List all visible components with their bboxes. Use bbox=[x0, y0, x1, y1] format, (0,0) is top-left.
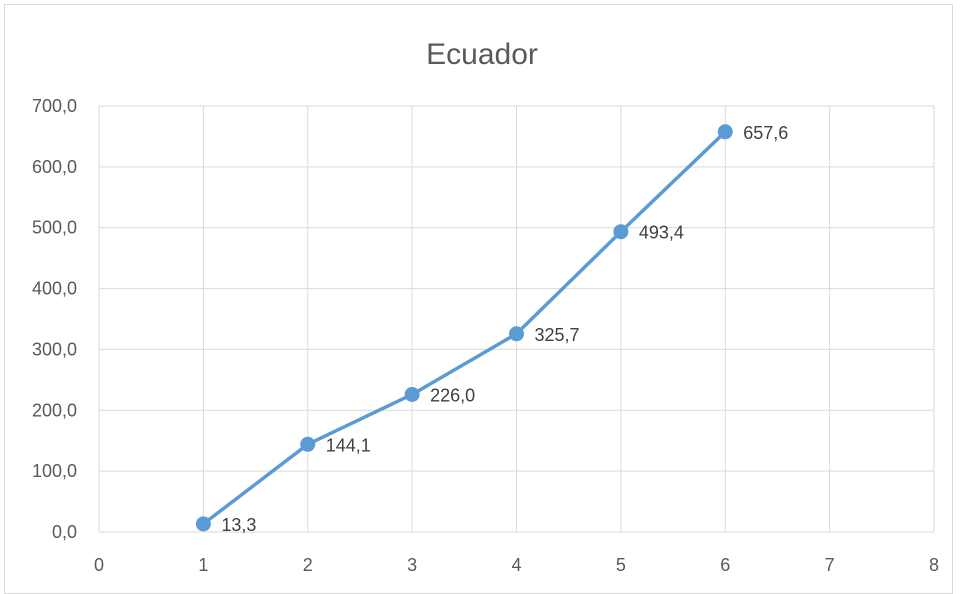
series-group: 13,3 144,1 226,0 325,7 493,4 657,6 bbox=[195, 123, 788, 535]
x-tick-label: 6 bbox=[720, 555, 730, 575]
y-tick-label: 700,0 bbox=[32, 96, 77, 116]
chart-title: Ecuador bbox=[426, 38, 538, 71]
data-point bbox=[404, 386, 420, 402]
x-tick-label: 2 bbox=[303, 555, 313, 575]
x-tick-label: 0 bbox=[94, 555, 104, 575]
x-tick-label: 7 bbox=[825, 555, 835, 575]
data-point bbox=[717, 124, 733, 140]
data-label: 13,3 bbox=[221, 515, 256, 535]
y-tick-label: 300,0 bbox=[32, 339, 77, 359]
x-tick-label: 5 bbox=[616, 555, 626, 575]
x-tick-label: 3 bbox=[407, 555, 417, 575]
data-point bbox=[300, 436, 316, 452]
x-tick-label: 8 bbox=[929, 555, 939, 575]
data-label: 226,0 bbox=[430, 385, 475, 405]
x-tick-label: 4 bbox=[511, 555, 521, 575]
x-tick-labels: 0 1 2 3 4 5 6 7 8 bbox=[94, 555, 939, 575]
y-tick-label: 500,0 bbox=[32, 218, 77, 238]
data-point bbox=[509, 326, 524, 342]
y-tick-label: 100,0 bbox=[32, 461, 77, 481]
y-tick-label: 200,0 bbox=[32, 400, 77, 420]
series-line bbox=[201, 130, 727, 526]
x-tick-label: 1 bbox=[198, 555, 208, 575]
data-label: 325,7 bbox=[535, 325, 580, 345]
y-tick-labels: 0,0 100,0 200,0 300,0 400,0 500,0 600,0 700,0 bbox=[32, 96, 77, 542]
data-label: 657,6 bbox=[743, 123, 788, 143]
y-tick-label: 400,0 bbox=[32, 279, 77, 299]
data-point bbox=[613, 224, 629, 240]
grid-lines bbox=[98, 105, 935, 533]
y-tick-label: 600,0 bbox=[32, 157, 77, 177]
y-tick-label: 0,0 bbox=[52, 522, 77, 542]
data-point bbox=[195, 516, 211, 532]
data-label: 493,4 bbox=[639, 223, 684, 243]
data-label: 144,1 bbox=[326, 435, 371, 455]
